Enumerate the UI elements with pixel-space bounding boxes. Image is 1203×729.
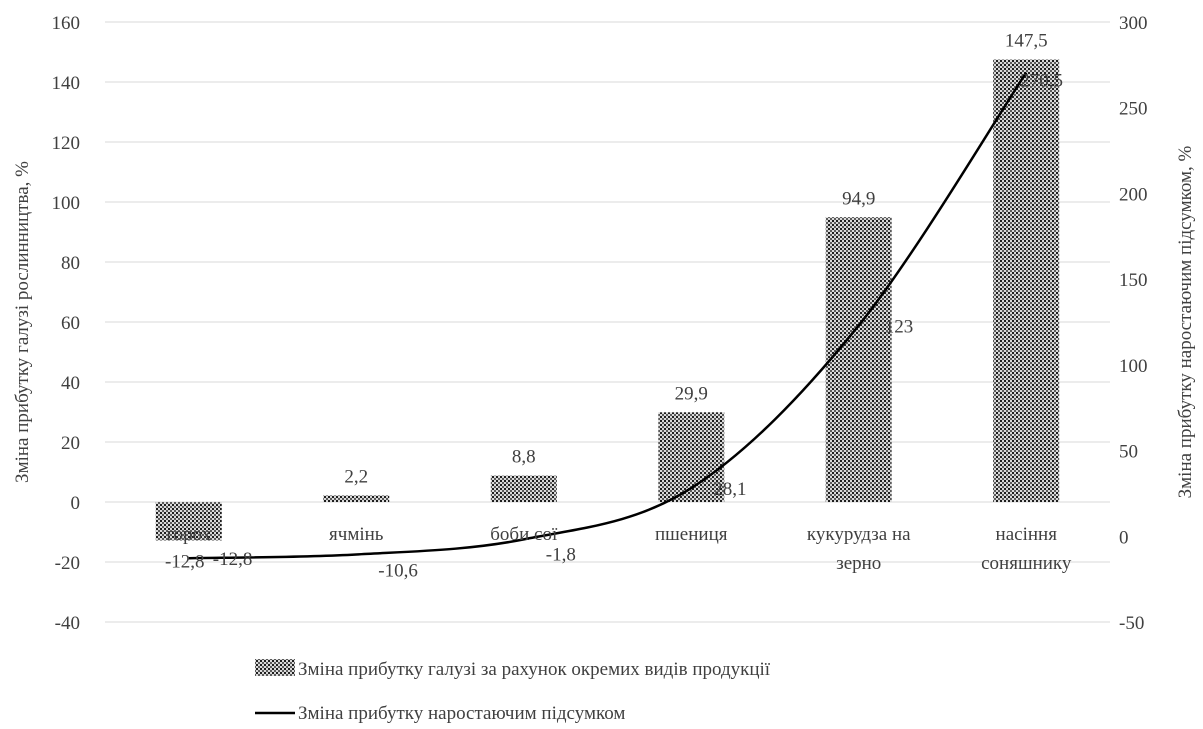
y-left-tick-label: 0 — [71, 493, 81, 514]
bar-data-label: 8,8 — [512, 447, 536, 468]
y-left-tick-label: -40 — [55, 613, 80, 634]
y-right-tick-label: -50 — [1119, 613, 1144, 634]
bar — [993, 59, 1060, 502]
y-right-tick-label: 0 — [1119, 527, 1129, 548]
y-right-tick-label: 100 — [1119, 356, 1148, 377]
y-right-tick-label: 150 — [1119, 270, 1148, 291]
y-left-tick-label: -20 — [55, 553, 80, 574]
bar — [490, 475, 557, 502]
series-line — [188, 71, 1028, 560]
bar-data-label: -12,8 — [165, 551, 205, 572]
y-left-tick-label: 140 — [52, 73, 81, 94]
bar-data-label: 29,9 — [675, 383, 708, 404]
bar-series — [155, 59, 1060, 541]
category-label: ячмінь — [329, 524, 384, 545]
y-left-tick-label: 80 — [61, 253, 80, 274]
bar-data-label: 2,2 — [344, 466, 368, 487]
category-label: насіння — [996, 524, 1058, 545]
legend-bar-swatch — [255, 659, 295, 676]
category-label: пшениця — [655, 524, 728, 545]
category-label: горох — [166, 524, 211, 545]
legend-bar-label: Зміна прибутку галузі за рахунок окремих… — [298, 659, 771, 680]
y-left-tick-label: 20 — [61, 433, 80, 454]
axes: -40 -20 0 20 40 60 80 100 120 140 160 -50 0 50 100 150 2… — [12, 13, 1196, 634]
bar — [155, 502, 222, 541]
bar — [825, 217, 892, 503]
category-label: соняшнику — [981, 553, 1072, 574]
y-left-tick-label: 100 — [52, 193, 81, 214]
category-label: зерно — [836, 553, 881, 574]
y-right-tick-label: 50 — [1119, 442, 1138, 463]
bar-data-label: 94,9 — [842, 188, 875, 209]
legend: Зміна прибутку галузі за рахунок окремих… — [255, 659, 771, 724]
y-right-tick-label: 200 — [1119, 184, 1148, 205]
y-left-tick-label: 40 — [61, 373, 80, 394]
labels: горох ячмінь боби сої пшениця кукурудза на зе… — [165, 31, 1072, 582]
y-left-axis-title: Зміна прибутку галузі рослинництва, % — [12, 161, 33, 483]
category-label: боби сої — [490, 524, 558, 545]
bar-data-label: 147,5 — [1005, 31, 1048, 52]
y-left-tick-label: 160 — [52, 13, 81, 34]
line-data-label: -10,6 — [378, 560, 418, 581]
line-data-label: -12,8 — [213, 549, 253, 570]
line-series — [188, 71, 1028, 560]
y-left-tick-label: 60 — [61, 313, 80, 334]
line-data-label: 28,1 — [713, 479, 746, 500]
bar — [323, 495, 390, 502]
y-right-tick-label: 300 — [1119, 13, 1148, 34]
y-right-tick-label: 250 — [1119, 99, 1148, 120]
legend-line-label: Зміна прибутку наростаючим підсумком — [298, 703, 625, 724]
y-left-tick-label: 120 — [52, 133, 81, 154]
line-data-label: 270,5 — [1020, 71, 1063, 92]
line-data-label: -1,8 — [546, 544, 576, 565]
category-label: кукурудза на — [807, 524, 911, 545]
line-data-label: 123 — [885, 316, 914, 337]
gridlines — [105, 21, 1110, 623]
y-right-axis-title: Зміна прибутку наростаючим підсумком, % — [1175, 145, 1196, 498]
